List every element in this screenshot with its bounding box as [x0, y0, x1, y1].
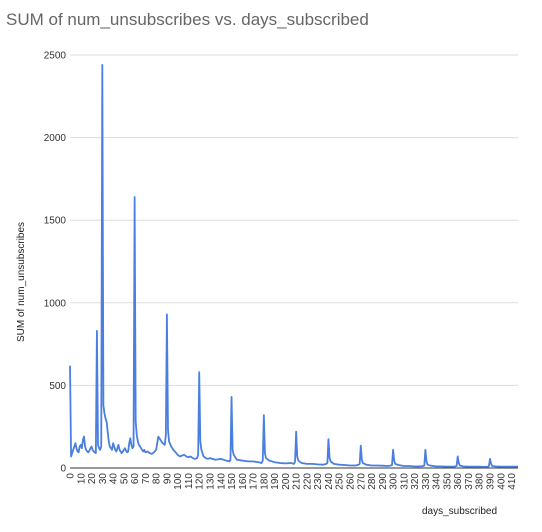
x-tick-label: 320	[410, 473, 421, 490]
x-tick-label: 100	[173, 473, 184, 490]
x-tick-label: 120	[195, 473, 206, 490]
x-tick-label: 190	[270, 473, 281, 490]
x-tick-label: 340	[432, 473, 443, 490]
x-tick-label: 370	[464, 473, 475, 490]
x-tick-label: 310	[399, 473, 410, 490]
x-tick-label: 300	[389, 473, 400, 490]
x-tick-label: 0	[66, 473, 77, 479]
x-tick-label: 230	[313, 473, 324, 490]
x-tick-label: 330	[421, 473, 432, 490]
y-tick-label: 500	[49, 381, 66, 392]
x-tick-label: 70	[141, 473, 152, 485]
x-tick-label: 170	[249, 473, 260, 490]
y-axis-ticks: 0 500 1000 1500 2000 2500	[44, 51, 67, 475]
x-tick-label: 210	[292, 473, 303, 490]
x-tick-label: 360	[453, 473, 464, 490]
x-tick-label: 40	[109, 473, 120, 485]
x-tick-label: 180	[259, 473, 270, 490]
x-tick-label: 410	[507, 473, 518, 490]
x-tick-label: 240	[324, 473, 335, 490]
x-tick-label: 250	[335, 473, 346, 490]
x-tick-label: 20	[87, 473, 98, 485]
x-tick-label: 390	[486, 473, 497, 490]
y-axis-label: SUM of num_unsubscribes	[16, 222, 27, 342]
x-tick-label: 60	[130, 473, 141, 485]
x-tick-label: 350	[442, 473, 453, 490]
x-tick-label: 160	[238, 473, 249, 490]
series-line	[69, 64, 518, 468]
y-tick-label: 2000	[44, 133, 67, 144]
x-tick-label: 140	[216, 473, 227, 490]
x-tick-label: 110	[184, 473, 195, 489]
x-tick-label: 290	[378, 473, 389, 490]
x-tick-label: 280	[367, 473, 378, 490]
x-axis-label: days_subscribed	[422, 506, 497, 517]
x-tick-label: 130	[206, 473, 217, 490]
x-tick-label: 400	[496, 473, 507, 490]
x-tick-label: 200	[281, 473, 292, 490]
y-tick-label: 2500	[44, 51, 67, 62]
x-tick-label: 150	[227, 473, 238, 490]
y-tick-label: 1500	[44, 216, 67, 227]
x-tick-label: 380	[475, 473, 486, 490]
y-tick-label: 1000	[44, 298, 67, 309]
x-tick-label: 270	[356, 473, 367, 490]
x-tick-label: 50	[119, 473, 130, 485]
gridlines	[70, 54, 518, 386]
x-tick-label: 260	[346, 473, 357, 490]
x-axis-ticks: 0 10 20 30 40 50 60 70 80 90 100 110 120 130 140 150 160…	[66, 473, 519, 490]
x-tick-label: 220	[302, 473, 313, 490]
x-tick-label: 30	[98, 473, 109, 485]
y-tick-label: 0	[60, 464, 66, 475]
x-tick-label: 90	[162, 473, 173, 485]
x-tick-label: 80	[152, 473, 163, 485]
x-tick-label: 10	[76, 473, 87, 485]
chart-title: SUM of num_unsubscribes vs. days_subscri…	[6, 10, 369, 29]
